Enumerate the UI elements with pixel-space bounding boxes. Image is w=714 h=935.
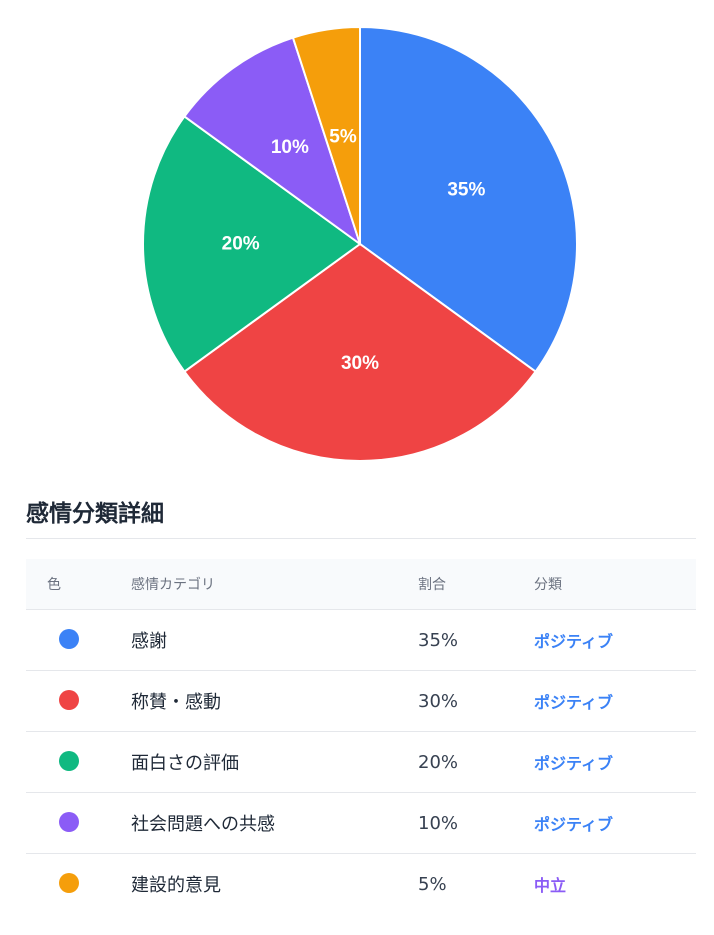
category-cell: 感謝 — [131, 631, 167, 652]
ratio-cell: 35% — [418, 629, 459, 651]
ratio-cell: 30% — [418, 690, 459, 712]
pie-slice — [142, 115, 362, 373]
color-cell — [26, 610, 112, 670]
ratio-cell: 10% — [418, 812, 459, 834]
slice-label: 5% — [329, 126, 357, 147]
classification-cell: ポジティブ — [534, 754, 614, 773]
pie-chart: 35% 30% 20% 10% 5% — [142, 25, 578, 462]
color-cell — [26, 732, 112, 792]
header-color: 色 — [47, 577, 61, 593]
table-body: 感謝 35% ポジティブ 称賛・感動 30% ポジティブ 面白さの評価 20% ポジティブ 社会問… — [26, 610, 696, 914]
section-title: 感情分類詳細 — [26, 501, 164, 527]
classification-cell: 中立 — [534, 876, 567, 895]
classification-cell: ポジティブ — [534, 632, 614, 651]
pie-slice — [359, 25, 578, 373]
category-cell: 称賛・感動 — [131, 692, 221, 713]
table-row: 建設的意見 5% 中立 — [26, 854, 696, 914]
color-cell — [26, 793, 112, 853]
slice-label: 35% — [447, 179, 485, 200]
slice-label: 30% — [341, 353, 379, 374]
color-cell — [26, 671, 112, 731]
color-dot — [59, 812, 79, 832]
pie-slice — [183, 242, 537, 462]
table-row: 面白さの評価 20% ポジティブ — [26, 732, 696, 793]
table-row: 称賛・感動 30% ポジティブ — [26, 671, 696, 732]
header-ratio: 割合 — [418, 577, 446, 593]
slice-label: 20% — [222, 234, 260, 255]
color-cell — [26, 854, 112, 914]
table-header: 色 感情カテゴリ 割合 分類 — [26, 559, 696, 610]
ratio-cell: 20% — [418, 751, 459, 773]
category-cell: 建設的意見 — [131, 875, 221, 896]
category-cell: 社会問題への共感 — [131, 814, 275, 835]
slice-label: 10% — [271, 137, 309, 158]
color-dot — [59, 690, 79, 710]
pie-slice — [291, 25, 361, 245]
title-divider — [26, 538, 696, 539]
header-classification: 分類 — [534, 577, 562, 593]
classification-cell: ポジティブ — [534, 693, 614, 712]
color-dot — [59, 629, 79, 649]
pie-slice — [183, 36, 362, 247]
header-category: 感情カテゴリ — [131, 577, 215, 593]
table-row: 社会問題への共感 10% ポジティブ — [26, 793, 696, 854]
ratio-cell: 5% — [418, 873, 447, 895]
classification-cell: ポジティブ — [534, 815, 614, 834]
color-dot — [59, 873, 79, 893]
color-dot — [59, 751, 79, 771]
emotion-table: 色 感情カテゴリ 割合 分類 感謝 35% ポジティブ 称賛・感動 30% ポジティブ 面白… — [26, 559, 696, 914]
category-cell: 面白さの評価 — [131, 753, 239, 774]
table-row: 感謝 35% ポジティブ — [26, 610, 696, 671]
